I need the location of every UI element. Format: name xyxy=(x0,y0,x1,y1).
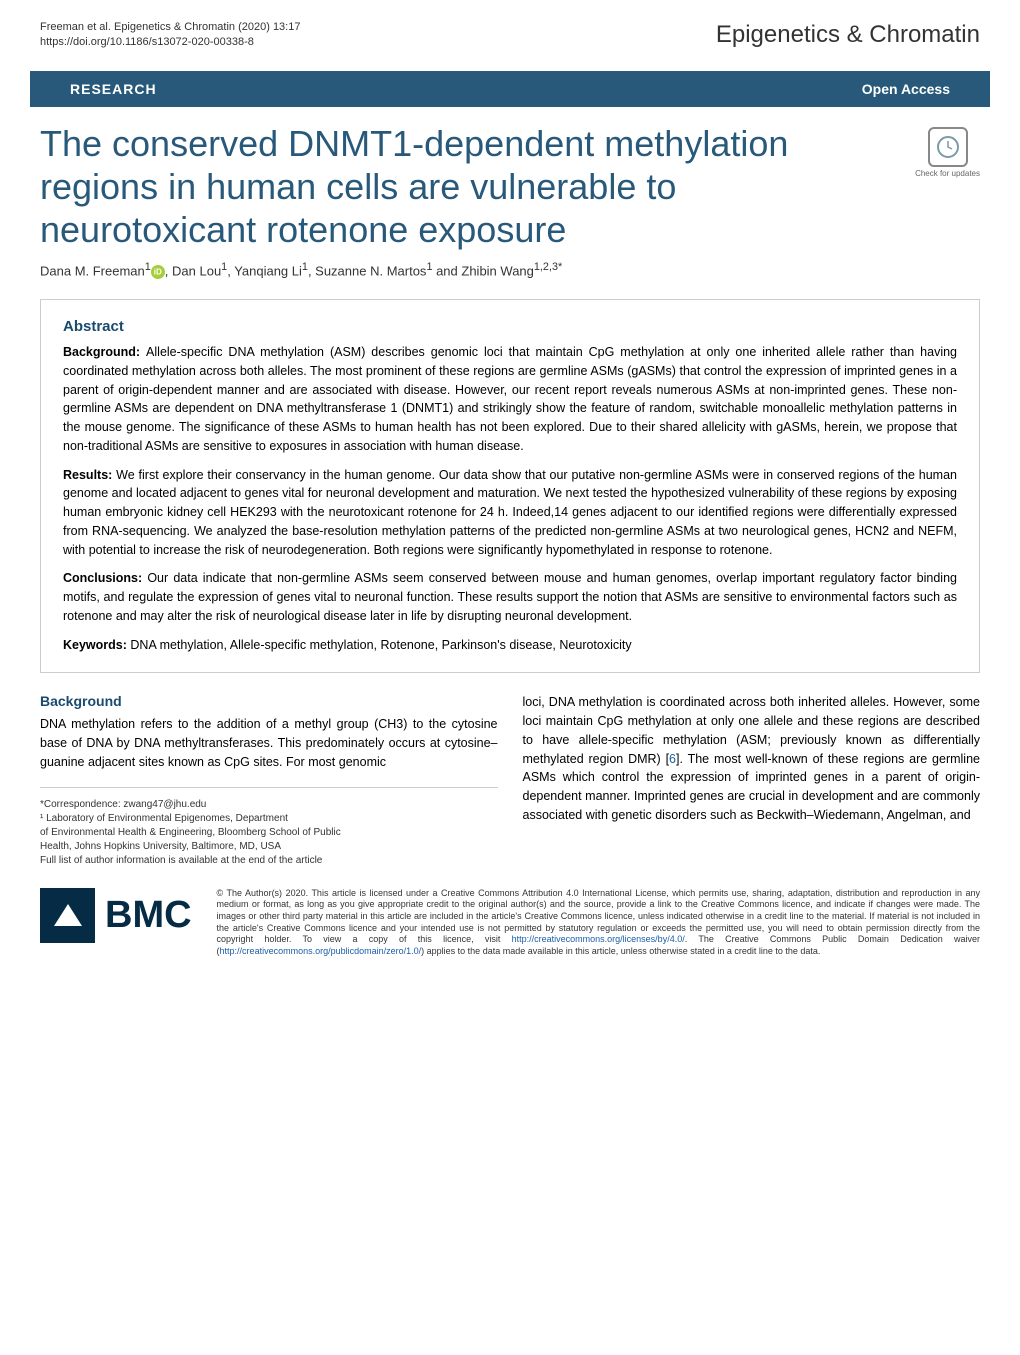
abstract-background-label: Background: xyxy=(63,345,146,359)
background-heading: Background xyxy=(40,693,498,709)
orcid-icon xyxy=(151,265,165,279)
license-text: © The Author(s) 2020. This article is li… xyxy=(217,888,980,958)
abstract-conclusions: Conclusions: Our data indicate that non-… xyxy=(63,569,957,625)
research-bar: RESEARCH Open Access xyxy=(30,71,990,107)
title-section: The conserved DNMT1-dependent methylatio… xyxy=(0,107,1020,262)
license-link2[interactable]: http://creativecommons.org/publicdomain/… xyxy=(220,946,422,956)
left-column: Background DNA methylation refers to the… xyxy=(40,693,498,867)
footnote-divider xyxy=(40,787,498,788)
bmc-logo-icon xyxy=(40,888,95,943)
ref-link-6[interactable]: 6 xyxy=(669,752,676,766)
bottom-section: BMC © The Author(s) 2020. This article i… xyxy=(0,868,1020,978)
authors-list: Dana M. Freeman1, Dan Lou1, Yanqiang Li1… xyxy=(0,261,1020,299)
footnote-block: *Correspondence: zwang47@jhu.edu ¹ Labor… xyxy=(40,798,498,868)
journal-name: Epigenetics & Chromatin xyxy=(716,21,980,49)
full-list-line: Full list of author information is avail… xyxy=(40,854,498,868)
check-updates-badge[interactable]: Check for updates xyxy=(915,127,980,178)
abstract-keywords: Keywords: DNA methylation, Allele-specif… xyxy=(63,636,957,655)
update-circle-icon xyxy=(936,135,960,159)
affiliation-line2: of Environmental Health & Engineering, B… xyxy=(40,826,498,840)
bmc-triangle-icon xyxy=(54,904,82,926)
background-para-col1: DNA methylation refers to the addition o… xyxy=(40,715,498,771)
abstract-results-label: Results: xyxy=(63,468,116,482)
article-title: The conserved DNMT1-dependent methylatio… xyxy=(40,122,895,252)
research-label: RESEARCH xyxy=(70,81,157,97)
abstract-background-text: Allele-specific DNA methylation (ASM) de… xyxy=(63,345,957,453)
abstract-results: Results: We first explore their conserva… xyxy=(63,466,957,560)
correspondence-line: *Correspondence: zwang47@jhu.edu xyxy=(40,798,498,812)
open-access-label: Open Access xyxy=(862,81,950,97)
bmc-text: BMC xyxy=(105,894,192,937)
check-updates-icon xyxy=(928,127,968,167)
keywords-label: Keywords: xyxy=(63,638,130,652)
abstract-heading: Abstract xyxy=(63,318,957,335)
bmc-logo: BMC xyxy=(40,888,192,943)
affiliation-line1: ¹ Laboratory of Environmental Epigenomes… xyxy=(40,812,498,826)
abstract-conclusions-text: Our data indicate that non-germline ASMs… xyxy=(63,571,957,623)
affiliation-line3: Health, Johns Hopkins University, Baltim… xyxy=(40,840,498,854)
abstract-conclusions-label: Conclusions: xyxy=(63,571,147,585)
citation-block: Freeman et al. Epigenetics & Chromatin (… xyxy=(40,20,300,51)
license-part3: ) applies to the data made available in … xyxy=(421,946,820,956)
abstract-background: Background: Allele-specific DNA methylat… xyxy=(63,343,957,456)
check-updates-text: Check for updates xyxy=(915,169,980,178)
right-column: loci, DNA methylation is coordinated acr… xyxy=(523,693,981,867)
citation-doi: https://doi.org/10.1186/s13072-020-00338… xyxy=(40,35,300,50)
abstract-results-text: We first explore their conservancy in th… xyxy=(63,468,957,557)
license-link1[interactable]: http://creativecommons.org/licenses/by/4… xyxy=(512,934,685,944)
page-header: Freeman et al. Epigenetics & Chromatin (… xyxy=(0,0,1020,61)
main-columns: Background DNA methylation refers to the… xyxy=(0,693,1020,867)
background-para-col2: loci, DNA methylation is coordinated acr… xyxy=(523,693,981,824)
abstract-box: Abstract Background: Allele-specific DNA… xyxy=(40,299,980,673)
citation-line1: Freeman et al. Epigenetics & Chromatin (… xyxy=(40,20,300,35)
keywords-text: DNA methylation, Allele-specific methyla… xyxy=(130,638,631,652)
